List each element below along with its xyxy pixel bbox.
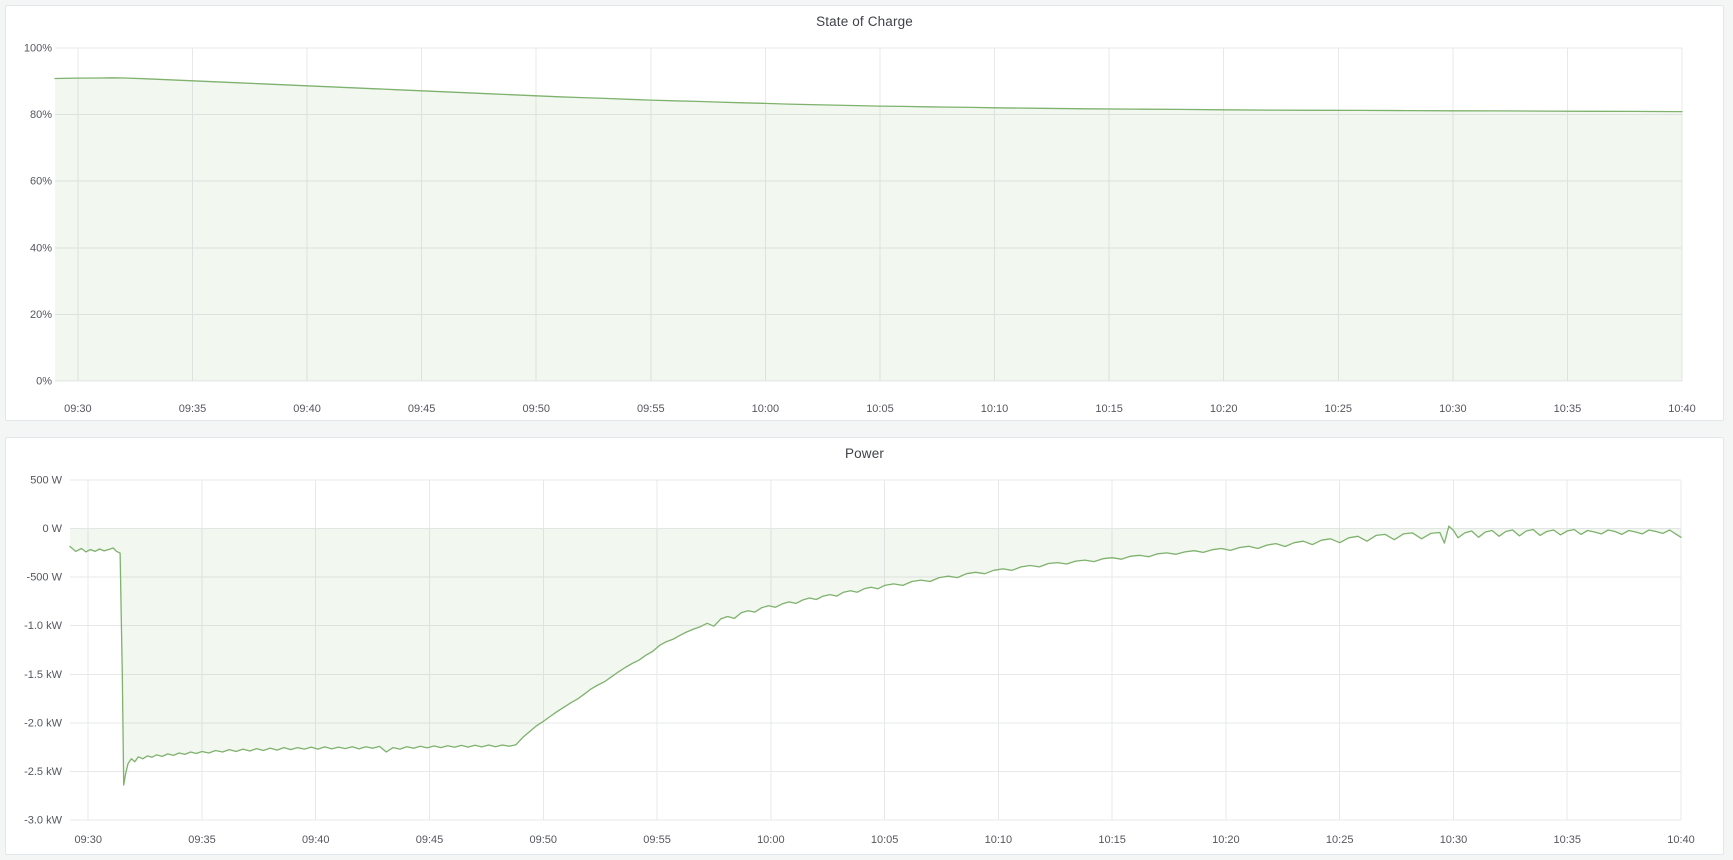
axis-tick-labels: 500 W 0 W -500 W -1.0 kW -1.5 kW -2.0 kW -2.5 …: [24, 475, 1695, 847]
gridlines: [55, 47, 1683, 382]
x-axis-tick-label: 10:05: [871, 834, 899, 846]
x-axis-tick-label: 09:45: [408, 403, 436, 415]
x-axis-tick-label: 10:25: [1325, 403, 1353, 415]
x-axis-tick-label: 10:05: [866, 403, 894, 415]
x-axis-tick-label: 09:55: [637, 403, 665, 415]
x-axis-tick-label: 09:45: [416, 834, 444, 846]
panel-title: State of Charge: [816, 13, 913, 29]
x-axis-tick-label: 10:15: [1095, 403, 1123, 415]
panel-power: Power 500 W 0 W -500 W -1.0 kW -1.5 kW -2.0 k…: [5, 437, 1724, 855]
y-axis-tick-label: -2.0 kW: [24, 717, 63, 729]
x-axis-tick-label: 10:10: [981, 403, 1009, 415]
y-axis-tick-label: 100%: [24, 43, 52, 55]
x-axis-tick-label: 10:35: [1553, 834, 1581, 846]
x-axis-tick-label: 10:30: [1440, 834, 1468, 846]
x-axis-tick-label: 10:20: [1212, 834, 1240, 846]
panel-state-of-charge: State of Charge 100% 80% 60% 40% 20% 0% 09:30 0…: [5, 5, 1724, 421]
x-axis-tick-label: 10:00: [757, 834, 785, 846]
x-axis-tick-label: 10:20: [1210, 403, 1238, 415]
x-axis-tick-label: 10:40: [1668, 403, 1696, 415]
x-axis-tick-label: 09:55: [643, 834, 671, 846]
x-axis-tick-label: 10:30: [1439, 403, 1467, 415]
y-axis-tick-label: 60%: [30, 176, 52, 188]
y-axis-tick-label: 0 W: [42, 523, 62, 535]
y-axis-tick-label: -2.5 kW: [24, 766, 63, 778]
y-axis-tick-label: 0%: [36, 376, 52, 388]
x-axis-tick-label: 10:00: [752, 403, 780, 415]
x-axis-tick-label: 09:35: [188, 834, 216, 846]
x-axis-tick-label: 10:40: [1667, 834, 1695, 846]
series-line: [54, 77, 1683, 113]
panel-header-state-of-charge[interactable]: State of Charge: [6, 6, 1723, 36]
x-axis-tick-label: 09:35: [179, 403, 207, 415]
x-axis-tick-label: 10:10: [985, 834, 1013, 846]
y-axis-tick-label: 500 W: [30, 475, 62, 487]
y-axis-tick-label: -1.5 kW: [24, 669, 63, 681]
gridlines: [70, 479, 1682, 821]
x-axis-tick-label: 09:50: [530, 834, 558, 846]
series-area: [70, 526, 1681, 785]
y-axis-tick-label: 20%: [30, 309, 52, 321]
x-axis-tick-label: 10:25: [1326, 834, 1354, 846]
x-axis-tick-label: 10:15: [1098, 834, 1126, 846]
axis-tick-labels: 100% 80% 60% 40% 20% 0% 09:30 09:35 09:40 09:45 09…: [24, 43, 1696, 416]
panel-header-power[interactable]: Power: [6, 438, 1723, 468]
y-axis-tick-label: -500 W: [27, 572, 63, 584]
soc-chart[interactable]: 100% 80% 60% 40% 20% 0% 09:30 09:35 09:40 09:45 09…: [6, 36, 1723, 420]
series-line: [69, 525, 1682, 786]
x-axis-tick-label: 09:50: [522, 403, 550, 415]
series-area: [55, 77, 1682, 382]
x-axis-tick-label: 09:30: [74, 834, 102, 846]
x-axis-tick-label: 10:35: [1554, 403, 1582, 415]
x-axis-tick-label: 09:40: [302, 834, 330, 846]
panel-title: Power: [844, 445, 884, 461]
x-axis-tick-label: 09:40: [293, 403, 321, 415]
y-axis-tick-label: -1.0 kW: [24, 620, 63, 632]
y-axis-tick-label: 40%: [30, 242, 52, 254]
y-axis-tick-label: 80%: [30, 109, 52, 121]
y-axis-tick-label: -3.0 kW: [24, 815, 63, 827]
power-chart[interactable]: 500 W 0 W -500 W -1.0 kW -1.5 kW -2.0 kW -2.5 …: [6, 468, 1723, 854]
x-axis-tick-label: 09:30: [64, 403, 92, 415]
